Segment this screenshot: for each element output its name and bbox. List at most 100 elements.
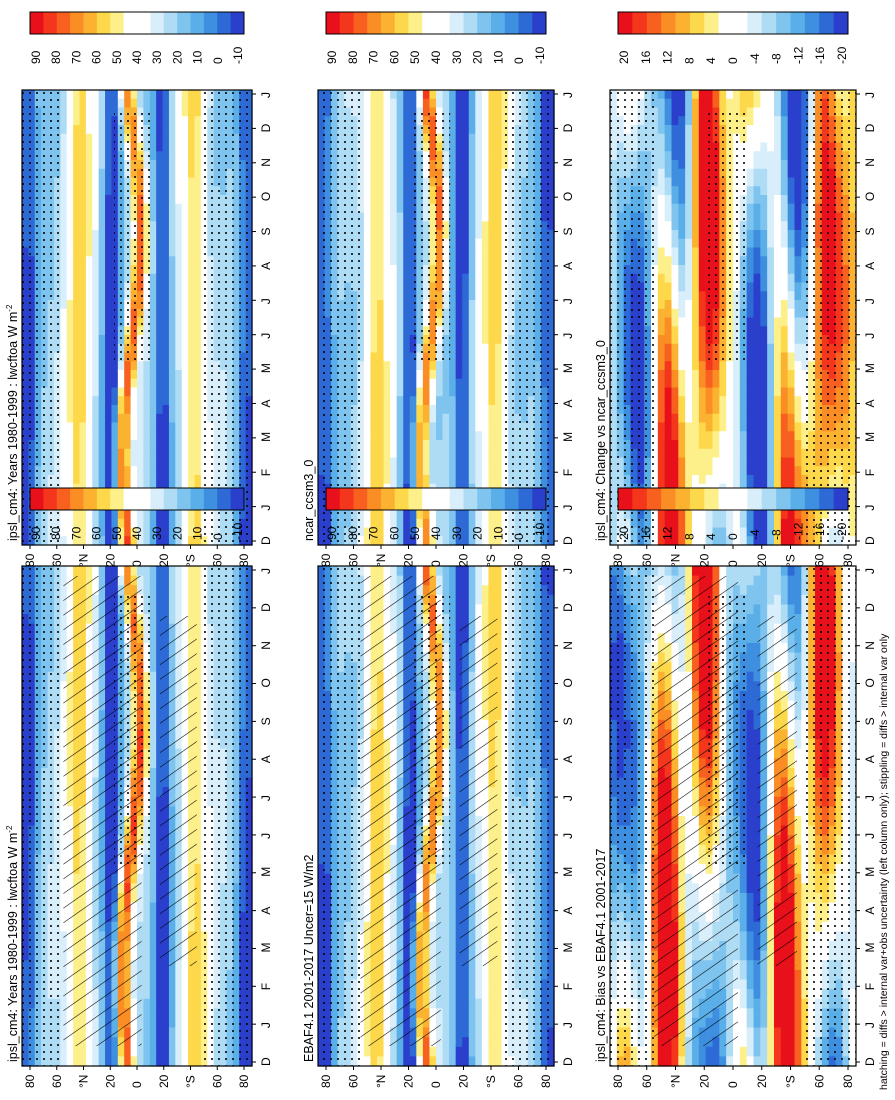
heatmap-cell <box>692 107 700 117</box>
heatmap-cell <box>105 203 113 214</box>
heatmap-cell <box>685 273 693 284</box>
heatmap-cell <box>416 370 424 380</box>
heatmap-cell <box>92 116 100 126</box>
heatmap-cell <box>357 431 365 441</box>
heatmap-cell <box>488 186 496 196</box>
heatmap-cell <box>462 475 470 485</box>
heatmap-cell <box>495 282 503 292</box>
heatmap-cell <box>671 370 679 380</box>
heatmap-cell <box>455 343 463 354</box>
heatmap-cell <box>168 370 176 380</box>
heatmap-cell <box>468 151 476 161</box>
heatmap-cell <box>671 466 679 476</box>
heatmap-cell <box>488 90 496 100</box>
heatmap-cell <box>468 431 476 441</box>
heatmap-cell <box>698 405 707 415</box>
heatmap-cell <box>143 413 151 424</box>
heatmap-cell <box>390 405 398 415</box>
heatmap-cell <box>175 238 183 249</box>
heatmap-cell <box>79 195 87 205</box>
heatmap-cell <box>651 510 659 520</box>
heatmap-cell <box>149 413 157 424</box>
heatmap-cell <box>66 90 74 100</box>
heatmap-cell <box>377 422 385 432</box>
heatmap-cell <box>181 343 189 354</box>
heatmap-cell <box>162 510 170 520</box>
heatmap-cell <box>175 116 183 126</box>
heatmap-cell <box>726 422 734 432</box>
heatmap-cell <box>370 448 378 459</box>
heatmap-cell <box>455 326 463 336</box>
heatmap-cell <box>436 466 444 476</box>
heatmap-cell <box>396 405 404 415</box>
heatmap-cell <box>685 510 693 520</box>
heatmap-cell <box>396 536 404 546</box>
heatmap-cell <box>105 352 113 362</box>
heatmap-cell <box>481 466 490 476</box>
colorbar-label: 30 <box>150 50 164 64</box>
heatmap-cell <box>455 177 463 187</box>
heatmap-cell <box>60 151 68 161</box>
heatmap-cell <box>130 98 138 109</box>
heatmap-cell <box>671 247 679 257</box>
heatmap-cell <box>488 265 496 275</box>
heatmap-cell <box>149 133 157 144</box>
colorbar-swatch <box>150 12 165 34</box>
heatmap-cell <box>137 527 144 537</box>
heatmap-cell <box>396 107 404 117</box>
heatmap-cell <box>60 448 68 459</box>
heatmap-cell <box>657 265 666 275</box>
heatmap-cell <box>377 125 385 135</box>
heatmap-cell <box>175 510 183 520</box>
heatmap-cell <box>85 98 93 109</box>
colorbar-label: 80 <box>346 50 360 64</box>
heatmap-cell <box>79 457 87 467</box>
heatmap-cell <box>98 291 106 301</box>
heatmap-cell <box>449 291 457 301</box>
heatmap-cell <box>678 273 686 284</box>
heatmap-cell <box>370 142 378 152</box>
heatmap-cell <box>495 116 503 126</box>
heatmap-cell <box>746 168 755 179</box>
heatmap-cell <box>671 256 679 266</box>
heatmap-cell <box>495 475 503 485</box>
heatmap-cell <box>124 457 132 467</box>
heatmap-cell <box>429 90 437 100</box>
heatmap-cell <box>188 116 196 126</box>
heatmap-cell <box>403 151 411 161</box>
heatmap-cell <box>429 466 437 476</box>
heatmap-cell <box>449 466 457 476</box>
heatmap-cell <box>181 431 189 441</box>
heatmap-cell <box>85 527 93 537</box>
heatmap-cell <box>390 413 398 424</box>
heatmap-cell <box>705 370 714 380</box>
heatmap-cell <box>162 212 170 222</box>
heatmap-cell <box>698 238 707 249</box>
heatmap-cell <box>481 203 490 214</box>
heatmap-cell <box>449 221 457 231</box>
heatmap-cell <box>73 221 81 231</box>
heatmap-cell <box>726 98 734 109</box>
heatmap-cell <box>92 238 100 249</box>
heatmap-cell <box>73 177 81 187</box>
heatmap-cell <box>416 440 424 450</box>
heatmap-cell <box>396 527 404 537</box>
heatmap-cell <box>98 370 106 380</box>
heatmap-cell <box>416 431 424 441</box>
heatmap-cell <box>468 378 476 389</box>
heatmap-cell <box>111 422 119 432</box>
heatmap-cell <box>194 343 202 354</box>
month-tick-label: J <box>561 298 575 304</box>
heatmap-cell <box>377 518 385 529</box>
heatmap-cell <box>468 466 476 476</box>
heatmap-cell <box>92 387 100 397</box>
heatmap-cell <box>488 378 496 389</box>
heatmap-cell <box>194 352 202 362</box>
heatmap-cell <box>130 361 138 371</box>
heatmap-cell <box>455 203 463 214</box>
heatmap-cell <box>117 405 125 415</box>
heatmap-cell <box>488 475 496 485</box>
heatmap-cell <box>162 291 170 301</box>
heatmap-cell <box>671 378 679 389</box>
heatmap-cell <box>671 308 679 319</box>
